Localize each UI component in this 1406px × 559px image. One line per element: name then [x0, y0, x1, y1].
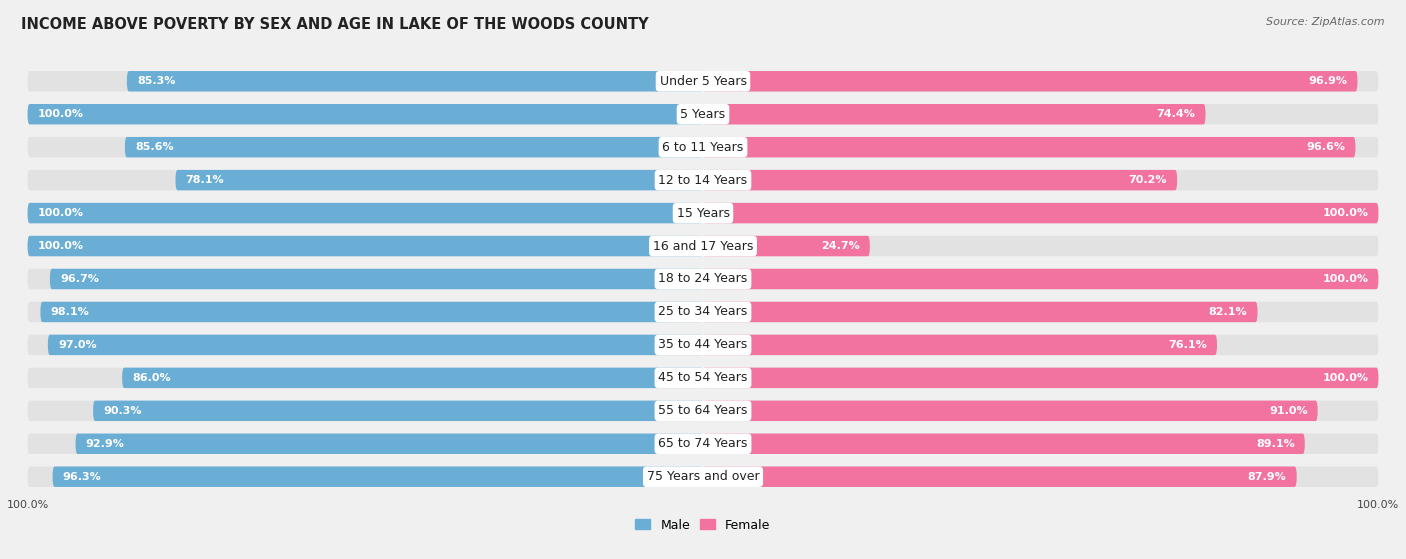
FancyBboxPatch shape	[703, 302, 1257, 322]
Text: 98.1%: 98.1%	[51, 307, 90, 317]
FancyBboxPatch shape	[28, 203, 703, 223]
Text: 92.9%: 92.9%	[86, 439, 125, 449]
Text: 100.0%: 100.0%	[38, 241, 84, 251]
FancyBboxPatch shape	[41, 302, 703, 322]
Text: 100.0%: 100.0%	[1322, 208, 1368, 218]
FancyBboxPatch shape	[703, 434, 1305, 454]
Text: 90.3%: 90.3%	[103, 406, 142, 416]
Text: 85.3%: 85.3%	[136, 76, 176, 86]
FancyBboxPatch shape	[52, 467, 703, 487]
Text: 86.0%: 86.0%	[132, 373, 172, 383]
FancyBboxPatch shape	[48, 335, 703, 355]
FancyBboxPatch shape	[703, 368, 1378, 388]
FancyBboxPatch shape	[28, 467, 1378, 487]
FancyBboxPatch shape	[28, 302, 1378, 322]
FancyBboxPatch shape	[703, 137, 1355, 158]
Text: 55 to 64 Years: 55 to 64 Years	[658, 404, 748, 418]
Text: 100.0%: 100.0%	[38, 208, 84, 218]
FancyBboxPatch shape	[176, 170, 703, 191]
Text: 74.4%: 74.4%	[1157, 109, 1195, 119]
FancyBboxPatch shape	[28, 368, 1378, 388]
Text: 97.0%: 97.0%	[58, 340, 97, 350]
FancyBboxPatch shape	[28, 203, 1378, 223]
FancyBboxPatch shape	[703, 170, 1177, 191]
FancyBboxPatch shape	[28, 401, 1378, 421]
Text: 82.1%: 82.1%	[1209, 307, 1247, 317]
Text: 76.1%: 76.1%	[1168, 340, 1206, 350]
FancyBboxPatch shape	[703, 401, 1317, 421]
FancyBboxPatch shape	[93, 401, 703, 421]
Text: 15 Years: 15 Years	[676, 207, 730, 220]
Text: 35 to 44 Years: 35 to 44 Years	[658, 338, 748, 352]
FancyBboxPatch shape	[28, 269, 1378, 289]
FancyBboxPatch shape	[49, 269, 703, 289]
FancyBboxPatch shape	[703, 104, 1205, 125]
FancyBboxPatch shape	[703, 269, 1378, 289]
Text: 75 Years and over: 75 Years and over	[647, 470, 759, 483]
FancyBboxPatch shape	[28, 236, 703, 256]
Text: 100.0%: 100.0%	[1322, 373, 1368, 383]
Text: 65 to 74 Years: 65 to 74 Years	[658, 437, 748, 451]
Text: 96.7%: 96.7%	[60, 274, 98, 284]
Text: 16 and 17 Years: 16 and 17 Years	[652, 240, 754, 253]
Text: 45 to 54 Years: 45 to 54 Years	[658, 371, 748, 385]
Text: 100.0%: 100.0%	[38, 109, 84, 119]
Text: 96.6%: 96.6%	[1306, 142, 1346, 152]
FancyBboxPatch shape	[28, 170, 1378, 191]
Text: Source: ZipAtlas.com: Source: ZipAtlas.com	[1267, 17, 1385, 27]
FancyBboxPatch shape	[703, 335, 1218, 355]
FancyBboxPatch shape	[703, 203, 1378, 223]
FancyBboxPatch shape	[703, 467, 1296, 487]
FancyBboxPatch shape	[28, 137, 1378, 158]
Text: 85.6%: 85.6%	[135, 142, 173, 152]
FancyBboxPatch shape	[703, 236, 870, 256]
FancyBboxPatch shape	[28, 71, 1378, 92]
FancyBboxPatch shape	[125, 137, 703, 158]
Text: 100.0%: 100.0%	[1357, 500, 1399, 510]
Text: 78.1%: 78.1%	[186, 175, 224, 185]
FancyBboxPatch shape	[28, 104, 1378, 125]
Text: INCOME ABOVE POVERTY BY SEX AND AGE IN LAKE OF THE WOODS COUNTY: INCOME ABOVE POVERTY BY SEX AND AGE IN L…	[21, 17, 648, 32]
FancyBboxPatch shape	[703, 71, 1358, 92]
Text: 91.0%: 91.0%	[1268, 406, 1308, 416]
FancyBboxPatch shape	[122, 368, 703, 388]
Text: 100.0%: 100.0%	[7, 500, 49, 510]
Text: Under 5 Years: Under 5 Years	[659, 75, 747, 88]
Text: 100.0%: 100.0%	[1322, 274, 1368, 284]
Text: 70.2%: 70.2%	[1129, 175, 1167, 185]
FancyBboxPatch shape	[28, 104, 703, 125]
Text: 96.9%: 96.9%	[1309, 76, 1347, 86]
FancyBboxPatch shape	[76, 434, 703, 454]
Text: 5 Years: 5 Years	[681, 108, 725, 121]
Text: 12 to 14 Years: 12 to 14 Years	[658, 174, 748, 187]
FancyBboxPatch shape	[28, 236, 1378, 256]
Legend: Male, Female: Male, Female	[630, 514, 776, 537]
Text: 87.9%: 87.9%	[1247, 472, 1286, 482]
Text: 89.1%: 89.1%	[1256, 439, 1295, 449]
FancyBboxPatch shape	[28, 434, 1378, 454]
Text: 96.3%: 96.3%	[63, 472, 101, 482]
Text: 18 to 24 Years: 18 to 24 Years	[658, 272, 748, 286]
Text: 24.7%: 24.7%	[821, 241, 859, 251]
FancyBboxPatch shape	[127, 71, 703, 92]
Text: 25 to 34 Years: 25 to 34 Years	[658, 305, 748, 319]
Text: 6 to 11 Years: 6 to 11 Years	[662, 141, 744, 154]
FancyBboxPatch shape	[28, 335, 1378, 355]
